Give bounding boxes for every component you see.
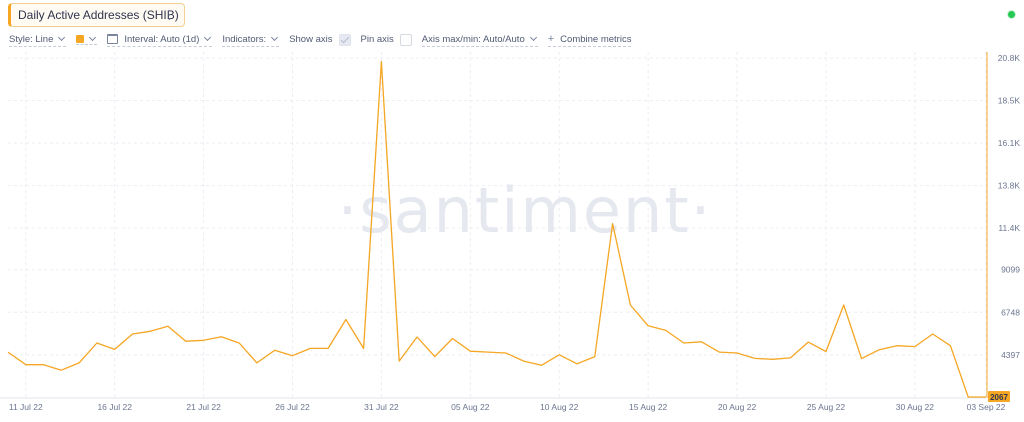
pin-axis-toggle[interactable]: Pin axis: [360, 33, 412, 47]
x-tick-label: 21 Jul 22: [186, 402, 221, 412]
interval-label: Interval: Auto (1d): [124, 33, 200, 45]
x-tick-label: 15 Aug 22: [629, 402, 668, 412]
x-tick-label: 25 Aug 22: [807, 402, 846, 412]
y-tick-label: 4397: [1001, 350, 1020, 360]
santiment-watermark: ·santiment·: [338, 174, 713, 247]
pin-axis-label: Pin axis: [360, 34, 394, 45]
x-tick-label: 05 Aug 22: [451, 402, 490, 412]
chevron-down-icon: [271, 33, 279, 42]
pin-axis-checkbox[interactable]: [399, 33, 412, 46]
line-chart[interactable]: ·santiment· 20.8K 18.5K 16.1K 13.8K 11.4K 909…: [0, 50, 1024, 422]
style-dropdown[interactable]: Style: Line: [9, 33, 67, 47]
last-value-label: 2067: [990, 393, 1008, 402]
x-tick-label: 30 Aug 22: [896, 402, 935, 412]
indicators-label: Indicators:: [222, 33, 267, 45]
chart-toolbar: Style: Line Interval: Auto (1d) Indicato…: [9, 33, 641, 47]
y-axis: 20.8K 18.5K 16.1K 13.8K 11.4K 9099 6748 4397: [986, 52, 1021, 398]
x-tick-label: 26 Jul 22: [275, 402, 310, 412]
y-tick-label: 20.8K: [998, 53, 1021, 63]
chevron-down-icon: [58, 33, 66, 42]
chevron-down-icon: [204, 33, 212, 42]
last-value-badge: [988, 391, 1010, 402]
metric-title: Daily Active Addresses (SHIB): [18, 8, 179, 22]
show-axis-label: Show axis: [289, 34, 333, 45]
color-picker[interactable]: [76, 33, 98, 45]
calendar-icon: [107, 34, 119, 44]
last-value-marker: 2067: [988, 391, 1010, 402]
axis-maxmin-label: Axis max/min: Auto/Auto: [421, 33, 525, 45]
combine-metrics-label: Combine metrics: [560, 33, 632, 45]
x-tick-label: 31 Jul 22: [364, 402, 399, 412]
y-tick-label: 9099: [1001, 265, 1020, 275]
series-group: [7, 60, 986, 398]
metric-chip[interactable]: Daily Active Addresses (SHIB) ⋮: [8, 3, 185, 27]
more-options-icon[interactable]: ⋮: [163, 7, 176, 22]
y-tick-label: 11.4K: [998, 223, 1020, 233]
plus-icon: +: [547, 33, 555, 45]
show-axis-checkbox[interactable]: [338, 33, 351, 46]
y-tick-label: 18.5K: [998, 96, 1021, 106]
interval-dropdown[interactable]: Interval: Auto (1d): [107, 33, 213, 47]
combine-metrics-button[interactable]: + Combine metrics: [547, 33, 632, 47]
x-tick-label: 11 Jul 22: [9, 402, 43, 412]
chevron-down-icon: [529, 33, 537, 42]
axis-maxmin-dropdown[interactable]: Axis max/min: Auto/Auto: [421, 33, 538, 47]
indicators-dropdown[interactable]: Indicators:: [222, 33, 280, 47]
x-tick-label: 20 Aug 22: [718, 402, 757, 412]
x-tick-label: 16 Jul 22: [97, 402, 132, 412]
x-tick-label: 10 Aug 22: [540, 402, 579, 412]
y-tick-label: 6748: [1001, 307, 1020, 317]
x-tick-label: 03 Sep 22: [967, 402, 1006, 412]
chart-grid: [8, 52, 987, 397]
y-tick-label: 13.8K: [998, 181, 1021, 191]
color-swatch-icon: [76, 35, 85, 43]
x-axis: 11 Jul 22 16 Jul 22 21 Jul 22 26 Jul 22 31 J…: [0, 397, 1006, 412]
series-line: [7, 60, 986, 398]
show-axis-toggle[interactable]: Show axis: [289, 33, 351, 47]
style-label: Style: Line: [9, 33, 54, 45]
status-indicator-icon: [1007, 10, 1016, 19]
y-tick-label: 16.1K: [998, 138, 1021, 148]
chevron-down-icon: [89, 33, 97, 42]
